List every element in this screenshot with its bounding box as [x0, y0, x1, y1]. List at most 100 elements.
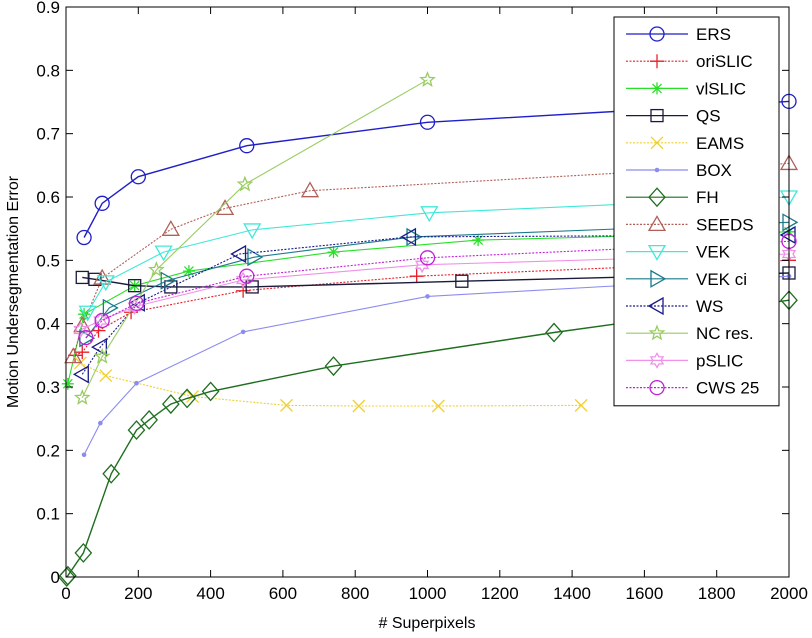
legend-item-qs: QS: [626, 107, 721, 126]
data-point-vek-ci: [160, 271, 177, 290]
data-point-fh: [324, 356, 343, 377]
data-point-fh: [127, 420, 146, 441]
legend-box: [613, 16, 780, 407]
series-vek: [78, 190, 799, 322]
legend-label: SEEDS: [696, 215, 754, 234]
x-tick-label: 800: [341, 584, 369, 603]
data-point-ws: [230, 244, 247, 264]
x-tick-label: 1600: [625, 584, 663, 603]
series-line-pslic: [80, 253, 790, 331]
data-point-cws-25: [419, 250, 436, 266]
data-point-orislic: [75, 345, 90, 360]
data-point-pslic: [414, 256, 430, 274]
data-point-orislic: [409, 269, 424, 284]
y-tick-label: 0: [51, 568, 60, 587]
series-line-eams: [80, 362, 582, 407]
legend-label: vlSLIC: [696, 79, 746, 98]
x-tick-label: 200: [124, 584, 152, 603]
data-point-eams: [352, 399, 366, 413]
legend: ERS oriSLIC vlSLIC QS EAMS BOX FH SEEDS VEK VEK c…: [613, 16, 780, 407]
legend-marker-icon: [647, 296, 664, 316]
data-point-seeds: [300, 181, 320, 198]
data-point-box: [134, 380, 139, 386]
legend-label: WS: [696, 297, 723, 316]
y-axis-label: Motion Undersegmentation Error: [5, 175, 22, 408]
data-point-ws: [779, 225, 796, 245]
legend-marker-icon: [650, 136, 664, 150]
data-point-ers: [419, 114, 436, 130]
series-box: [81, 273, 792, 458]
y-tick-label: 0.6: [36, 188, 60, 207]
data-point-nc-res: [148, 260, 165, 277]
legend-label: pSLIC: [696, 351, 743, 370]
data-point-pslic: [127, 298, 142, 315]
series-line-cws-25: [85, 240, 790, 338]
data-point-vek-ci: [102, 298, 119, 317]
legend-marker-icon: [650, 54, 664, 69]
data-point-qs: [75, 270, 89, 285]
data-point-ers: [239, 138, 255, 154]
x-axis-label: # Superpixels: [379, 615, 476, 632]
data-point-nc-res: [73, 389, 91, 405]
data-point-vlslic: [472, 234, 485, 247]
data-point-seeds: [161, 219, 180, 236]
data-point-vek: [420, 206, 439, 223]
legend-marker-icon: [649, 379, 665, 396]
legend-item-vek: VEK: [626, 243, 731, 262]
data-point-vek-ci: [247, 248, 264, 267]
data-point-vek: [78, 305, 97, 322]
legend-label: FH: [696, 188, 719, 207]
legend-item-eams: EAMS: [626, 134, 744, 153]
data-point-pslic: [73, 321, 88, 339]
data-point-nc-res: [93, 347, 111, 364]
series-fh: [57, 290, 798, 587]
series-line-vek: [87, 196, 790, 313]
data-point-cws-25: [239, 268, 255, 284]
x-tick-label: 0: [61, 584, 70, 603]
data-point-seeds: [64, 347, 83, 364]
data-point-fh: [102, 463, 121, 484]
legend-label: ERS: [696, 25, 731, 44]
legend-marker-icon: [654, 167, 660, 173]
series-line-box: [83, 275, 790, 456]
data-point-box: [81, 452, 87, 458]
y-tick-label: 0.2: [36, 441, 60, 460]
y-tick-label: 0.8: [36, 61, 60, 80]
data-point-vek: [96, 275, 115, 292]
data-point-nc-res: [236, 175, 254, 192]
legend-marker-icon: [648, 324, 666, 341]
axes: 0 200 400 600 800 1000 1200 1400 1600 1800 2000 0 0.…: [36, 0, 808, 603]
legend-marker-icon: [648, 187, 666, 208]
data-point-vek: [154, 245, 173, 262]
x-tick-label: 1800: [698, 584, 736, 603]
legend-marker-icon: [649, 26, 665, 42]
legend-marker-icon: [650, 269, 667, 288]
x-tick-label: 2000: [770, 584, 808, 603]
data-point-eams: [574, 398, 588, 412]
legend-label: BOX: [696, 161, 732, 180]
data-point-eams: [431, 399, 445, 413]
data-point-eams: [280, 398, 293, 412]
data-point-ers: [94, 195, 110, 211]
legend-label: EAMS: [696, 134, 744, 153]
legend-marker-icon: [651, 82, 663, 95]
legend-label: QS: [696, 107, 721, 126]
series-line-fh: [66, 299, 790, 578]
data-point-box: [98, 420, 103, 426]
legend-item-ers: ERS: [626, 25, 731, 44]
data-point-vlslic: [61, 377, 74, 390]
data-point-box: [240, 329, 246, 335]
legend-label: VEK: [696, 243, 731, 262]
data-point-vlslic: [327, 246, 340, 259]
data-point-qs: [455, 274, 469, 288]
legend-item-vek-ci: VEK ci: [626, 269, 747, 289]
legend-item-fh: FH: [626, 187, 719, 208]
series-ws: [72, 225, 796, 384]
legend-label: CWS 25: [696, 379, 759, 398]
legend-item-nc-res: NC res.: [626, 324, 754, 343]
data-point-cws-25: [78, 329, 94, 346]
legend-marker-icon: [647, 215, 667, 232]
legend-item-ws: WS: [626, 296, 723, 316]
x-tick-label: 1400: [553, 584, 591, 603]
